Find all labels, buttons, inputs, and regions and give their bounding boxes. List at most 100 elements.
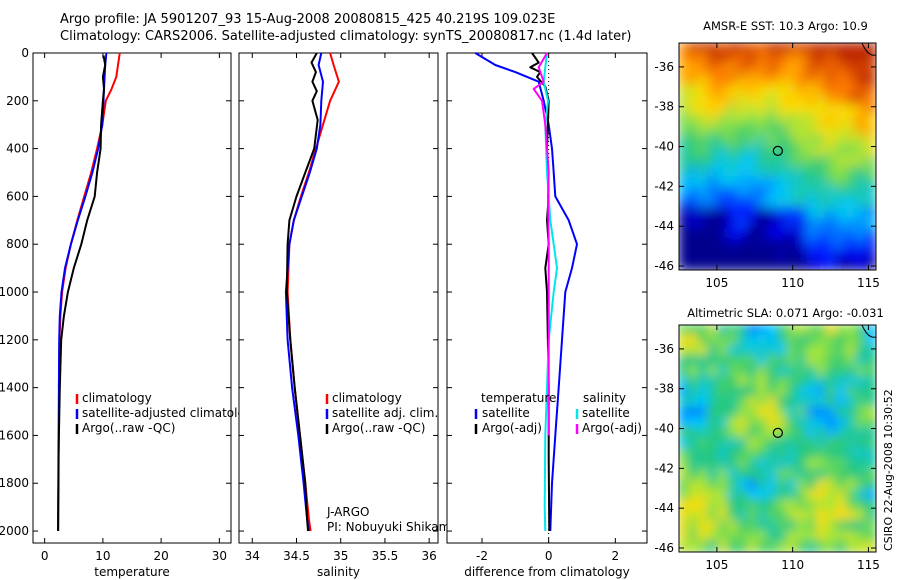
map-cell [825, 478, 838, 492]
map-cell [825, 447, 838, 461]
map-cell [865, 509, 876, 522]
map-cell [747, 355, 759, 368]
map-cell [707, 416, 720, 430]
map-cell [707, 325, 720, 337]
map-cell [727, 530, 740, 543]
map-cell [776, 73, 789, 86]
map-cell [727, 83, 740, 96]
map-cell [727, 248, 740, 261]
map-cell [697, 509, 710, 522]
map-cell [776, 478, 789, 492]
map-cell [697, 165, 710, 179]
map-cell [786, 165, 799, 179]
map-cell [806, 155, 818, 168]
map-cell [679, 416, 690, 430]
map-cell [717, 365, 730, 378]
map-cell [687, 334, 700, 347]
map-cell [766, 134, 779, 148]
y-tick-label: -40 [654, 140, 674, 154]
map-cell [707, 540, 720, 552]
map-cell [806, 509, 818, 522]
map-cell [747, 416, 759, 430]
map-cell [727, 124, 740, 137]
map-cell [707, 365, 720, 378]
map-cell [815, 134, 828, 148]
map-cell [756, 207, 769, 220]
map-cell [796, 227, 808, 240]
y-tick-label: -38 [654, 100, 674, 114]
map-cell [855, 468, 868, 481]
map-cell [747, 396, 759, 409]
map-cell [865, 520, 876, 533]
map-cell [796, 437, 808, 450]
map-cell [835, 248, 848, 261]
y-tick-label: 200 [6, 94, 29, 108]
map-cell [697, 134, 710, 148]
map-cell [786, 155, 799, 168]
map-cell [796, 520, 808, 533]
map-cell [766, 217, 779, 230]
map-cell [766, 52, 779, 65]
map-cell [756, 478, 769, 492]
map-cell [776, 458, 789, 471]
map-cell [776, 62, 789, 75]
y-tick-label: 1400 [0, 381, 29, 395]
map-cell [737, 83, 749, 96]
map-cell [835, 416, 848, 430]
map-cell [796, 509, 808, 522]
map-cell [845, 540, 858, 552]
map-cell [707, 458, 720, 471]
map-cell [825, 427, 838, 440]
map-cell [687, 540, 700, 552]
map-cell [766, 520, 779, 533]
map-cell [776, 52, 789, 65]
map-cell [796, 447, 808, 461]
map-cell [815, 427, 828, 440]
map-cell [776, 540, 789, 552]
map-cell [747, 124, 759, 137]
map-cell [796, 478, 808, 492]
map-cell [855, 530, 868, 543]
map-cell [825, 83, 838, 96]
map-cell [747, 365, 759, 378]
map-cell [845, 43, 858, 55]
map-cell [766, 499, 779, 512]
x-tick-label: 2 [612, 549, 620, 563]
map-cell [796, 134, 808, 148]
map-cell [796, 124, 808, 137]
map-cell [825, 509, 838, 522]
map-cell [687, 134, 700, 148]
map-cell [737, 207, 749, 220]
map-cell [727, 325, 740, 337]
map-cell [707, 207, 720, 220]
map-cell [727, 227, 740, 240]
map-cell [737, 93, 749, 106]
map-cell [747, 248, 759, 261]
map-cell [707, 520, 720, 533]
map-cell [697, 396, 710, 409]
map-cell [737, 103, 749, 117]
x-axis-label: temperature [94, 565, 169, 579]
x-tick-label: 35 [333, 549, 348, 563]
series-line-salinity-2 [285, 52, 319, 532]
map-cell [756, 124, 769, 137]
map-cell [776, 416, 789, 430]
map-cell [747, 406, 759, 419]
map-cell [766, 258, 779, 270]
map-cell [727, 186, 740, 199]
map-cell [825, 217, 838, 230]
map-cell [707, 468, 720, 481]
map-cell [747, 468, 759, 481]
map-cell [679, 325, 690, 337]
map-cell [737, 427, 749, 440]
coastline [861, 43, 876, 56]
map-cell [815, 365, 828, 378]
map-cell [737, 73, 749, 86]
map-cell [786, 52, 799, 65]
map-cell [776, 355, 789, 368]
map-cell [727, 416, 740, 430]
map-cell [766, 540, 779, 552]
map-cell [737, 385, 749, 399]
map-cell [835, 103, 848, 117]
map-cell [776, 134, 789, 148]
